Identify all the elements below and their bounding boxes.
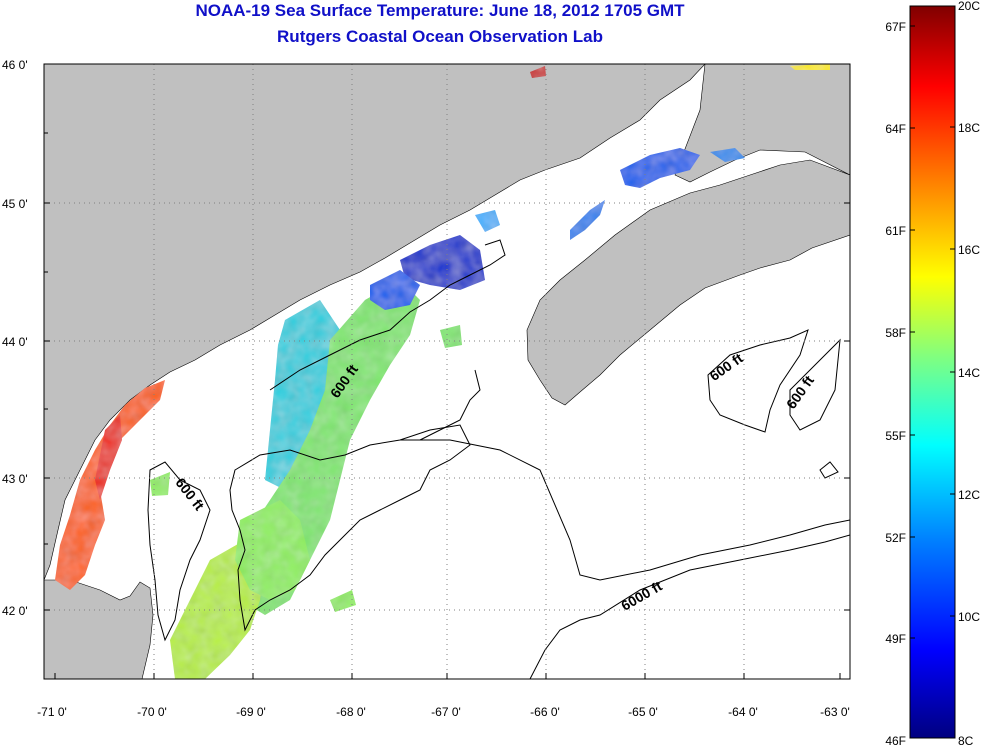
colorbar-celsius-label: 10C (958, 610, 980, 624)
lon-label: -64 0' (728, 705, 758, 719)
colorbar-fahrenheit-label: 61F (885, 224, 906, 238)
contour-600ft-basin (229, 424, 471, 632)
sst-patch-blue-bay (400, 235, 485, 290)
lon-label: -65 0' (628, 705, 658, 719)
contour-600ft-scotian-1 (707, 329, 809, 433)
contour-small-1 (819, 461, 839, 479)
lon-label: -70 0' (137, 705, 167, 719)
land-nova-scotia (526, 159, 850, 406)
lon-label: -68 0' (336, 705, 366, 719)
colorbar-celsius-label: 16C (958, 243, 980, 257)
chart-subtitle: Rutgers Coastal Ocean Observation Lab (277, 27, 603, 46)
colorbar-fahrenheit-label: 67F (885, 20, 906, 34)
sst-patch-fundy-east (620, 148, 700, 188)
lon-label: -71 0' (37, 705, 67, 719)
bathymetry-contours (147, 239, 850, 679)
sst-patch-fundy-head (710, 148, 745, 162)
colorbar-celsius-label: 20C (958, 0, 980, 13)
contour-600ft-georges (147, 461, 211, 642)
colorbar-fahrenheit-label: 49F (885, 632, 906, 646)
land-new-england (44, 64, 706, 581)
lon-label: -63 0' (820, 705, 850, 719)
contour-600ft-scotian-2 (789, 338, 841, 431)
colorbar-fahrenheit-label: 52F (885, 531, 906, 545)
lat-label: 43 0' (2, 472, 28, 486)
land-cape-cod (44, 579, 154, 679)
lat-label: 46 0' (2, 58, 28, 72)
sst-patch-small-3 (790, 64, 830, 70)
colorbar-celsius-label: 14C (958, 366, 980, 380)
axis-ticks (44, 63, 850, 679)
sst-patch-fundy-mid (570, 200, 605, 240)
sst-patch-gulf-center-west (265, 300, 340, 490)
lat-label: 42 0' (2, 604, 28, 618)
colorbar-celsius-label: 8C (958, 734, 974, 748)
sst-patch-small-2 (440, 325, 462, 348)
chart-title: NOAA-19 Sea Surface Temperature: June 18… (195, 1, 685, 20)
sst-patch-small-4 (530, 66, 546, 78)
colorbar-fahrenheit-label: 46F (885, 734, 906, 748)
lon-label: -69 0' (236, 705, 266, 719)
contour-6000ft (529, 534, 850, 679)
lat-label: 44 0' (2, 335, 28, 349)
lon-label: -67 0' (431, 705, 461, 719)
sst-patch-small-1 (475, 210, 500, 232)
sst-patch-georges-green (235, 500, 310, 600)
sst-patch-maine-coast (55, 380, 165, 590)
sst-patch-blue-mid (370, 270, 420, 310)
sst-patch-coast-red (95, 415, 122, 500)
colorbar-fahrenheit-label: 58F (885, 326, 906, 340)
colorbar-fahrenheit-label: 55F (885, 429, 906, 443)
colorbar-celsius-label: 12C (958, 488, 980, 502)
lat-label: 45 0' (2, 197, 28, 211)
sst-patch-south-yellow (170, 540, 265, 679)
colorbar-fahrenheit-label: 64F (885, 122, 906, 136)
colorbar-celsius-label: 18C (958, 121, 980, 135)
sst-patches (55, 64, 830, 679)
contour-600ft-shelf (400, 439, 850, 581)
sst-patch-small-6 (330, 590, 356, 612)
colorbar (909, 5, 956, 739)
contour-600ft-gulf (269, 239, 506, 441)
lon-label: -66 0' (530, 705, 560, 719)
